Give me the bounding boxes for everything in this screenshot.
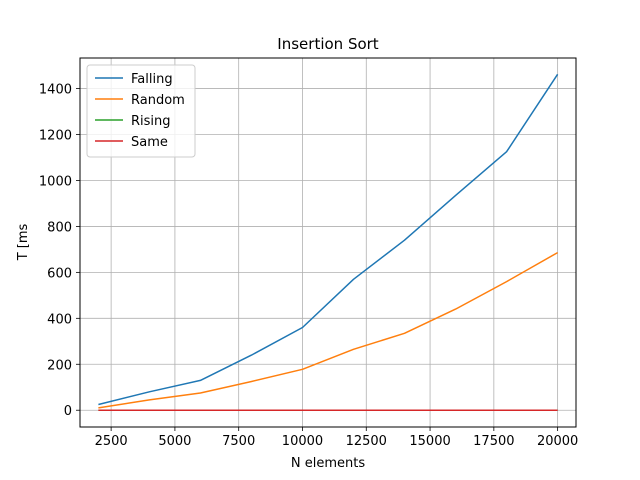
plot-frame bbox=[79, 57, 577, 428]
legend-label-random: Random bbox=[131, 93, 185, 108]
legend-label-falling: Falling bbox=[131, 72, 173, 87]
y-axis: 0 200 400 600 800 1000 1200 1400 bbox=[39, 83, 80, 419]
series-line-falling bbox=[98, 73, 559, 406]
y-tick-label: 600 bbox=[47, 266, 72, 281]
y-tick-label: 1200 bbox=[39, 129, 72, 144]
y-tick-label: 1000 bbox=[39, 174, 72, 189]
series-lines bbox=[98, 73, 559, 411]
y-tick-label: 0 bbox=[64, 404, 72, 419]
x-tick-label: 7500 bbox=[222, 434, 255, 449]
grid bbox=[80, 58, 576, 427]
chart-title: Insertion Sort bbox=[277, 35, 379, 53]
y-tick-label: 200 bbox=[47, 358, 72, 373]
x-tick-label: 20000 bbox=[537, 434, 578, 449]
x-axis: 2500 5000 7500 10000 12500 15000 17500 20000 bbox=[95, 427, 578, 449]
y-tick-label: 400 bbox=[47, 312, 72, 327]
y-tick-label: 800 bbox=[47, 220, 72, 235]
x-tick-label: 2500 bbox=[95, 434, 128, 449]
x-tick-label: 15000 bbox=[409, 434, 450, 449]
x-tick-label: 17500 bbox=[473, 434, 514, 449]
x-tick-label: 5000 bbox=[158, 434, 191, 449]
legend-label-same: Same bbox=[131, 135, 168, 150]
x-tick-label: 12500 bbox=[346, 434, 387, 449]
y-axis-label: T [ms bbox=[16, 223, 31, 261]
series-line-random bbox=[98, 251, 558, 409]
legend-label-rising: Rising bbox=[131, 114, 171, 129]
y-tick-label: 1400 bbox=[39, 83, 72, 98]
x-tick-label: 10000 bbox=[282, 434, 323, 449]
x-axis-label: N elements bbox=[291, 456, 365, 471]
legend-box bbox=[86, 64, 196, 158]
legend: Falling Random Rising Same bbox=[86, 64, 196, 158]
